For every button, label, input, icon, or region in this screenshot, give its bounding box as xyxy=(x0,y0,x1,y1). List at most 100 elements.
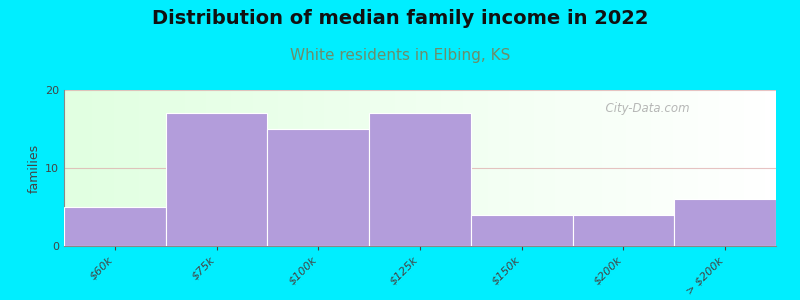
Bar xyxy=(306,90,310,246)
Bar xyxy=(164,90,167,246)
Bar xyxy=(494,90,498,246)
Bar xyxy=(267,90,270,246)
Bar xyxy=(174,90,178,246)
Bar xyxy=(260,90,263,246)
Bar xyxy=(698,90,702,246)
Bar xyxy=(125,90,128,246)
Bar xyxy=(562,90,566,246)
Bar xyxy=(398,90,402,246)
Bar xyxy=(253,90,256,246)
Bar xyxy=(637,90,641,246)
Bar xyxy=(295,90,299,246)
Bar xyxy=(516,90,520,246)
Bar xyxy=(270,90,274,246)
Bar xyxy=(370,90,374,246)
Bar xyxy=(674,199,776,246)
Bar xyxy=(491,90,494,246)
Bar xyxy=(587,90,591,246)
Bar xyxy=(153,90,157,246)
Bar xyxy=(288,90,292,246)
Bar xyxy=(413,90,417,246)
Bar xyxy=(477,90,481,246)
Bar xyxy=(249,90,253,246)
Bar xyxy=(395,90,398,246)
Bar xyxy=(502,90,506,246)
Bar xyxy=(747,90,751,246)
Bar xyxy=(623,90,626,246)
Bar xyxy=(138,90,142,246)
Bar xyxy=(166,113,267,246)
Bar xyxy=(302,90,306,246)
Bar xyxy=(110,90,114,246)
Bar xyxy=(506,90,509,246)
Bar xyxy=(96,90,99,246)
Bar xyxy=(86,90,89,246)
Bar xyxy=(242,90,246,246)
Bar xyxy=(552,90,555,246)
Bar xyxy=(680,90,683,246)
Bar xyxy=(722,90,726,246)
Bar xyxy=(203,90,206,246)
Bar xyxy=(214,90,217,246)
Bar xyxy=(185,90,189,246)
Bar xyxy=(64,90,67,246)
Bar xyxy=(160,90,164,246)
Bar xyxy=(221,90,224,246)
Bar xyxy=(566,90,570,246)
Bar xyxy=(310,90,314,246)
Bar xyxy=(641,90,644,246)
Bar xyxy=(327,90,331,246)
Bar xyxy=(741,90,744,246)
Bar xyxy=(651,90,655,246)
Bar xyxy=(573,90,577,246)
Bar xyxy=(734,90,737,246)
Bar xyxy=(423,90,427,246)
Bar xyxy=(630,90,634,246)
Bar xyxy=(466,90,470,246)
Bar xyxy=(299,90,302,246)
Bar xyxy=(449,90,452,246)
Bar xyxy=(93,90,96,246)
Bar xyxy=(452,90,456,246)
Bar xyxy=(573,215,674,246)
Bar xyxy=(285,90,288,246)
Bar xyxy=(434,90,438,246)
Bar xyxy=(278,90,281,246)
Bar xyxy=(192,90,196,246)
Bar xyxy=(538,90,541,246)
Bar xyxy=(346,90,349,246)
Bar xyxy=(438,90,442,246)
Bar xyxy=(773,90,776,246)
Bar xyxy=(378,90,381,246)
Bar xyxy=(580,90,584,246)
Bar xyxy=(150,90,153,246)
Bar xyxy=(331,90,334,246)
Bar xyxy=(352,90,356,246)
Bar xyxy=(577,90,580,246)
Bar xyxy=(705,90,708,246)
Bar xyxy=(427,90,430,246)
Bar xyxy=(534,90,538,246)
Bar xyxy=(417,90,420,246)
Bar xyxy=(142,90,146,246)
Bar xyxy=(74,90,78,246)
Bar xyxy=(363,90,366,246)
Bar xyxy=(619,90,623,246)
Bar xyxy=(388,90,391,246)
Bar xyxy=(609,90,612,246)
Bar xyxy=(655,90,658,246)
Bar xyxy=(513,90,516,246)
Bar xyxy=(719,90,722,246)
Bar xyxy=(402,90,406,246)
Bar xyxy=(132,90,135,246)
Bar xyxy=(526,90,530,246)
Bar xyxy=(274,90,278,246)
Bar xyxy=(217,90,221,246)
Bar xyxy=(385,90,388,246)
Bar xyxy=(114,90,118,246)
Bar xyxy=(167,90,171,246)
Bar xyxy=(210,90,214,246)
Bar xyxy=(683,90,687,246)
Bar xyxy=(196,90,199,246)
Bar xyxy=(317,90,320,246)
